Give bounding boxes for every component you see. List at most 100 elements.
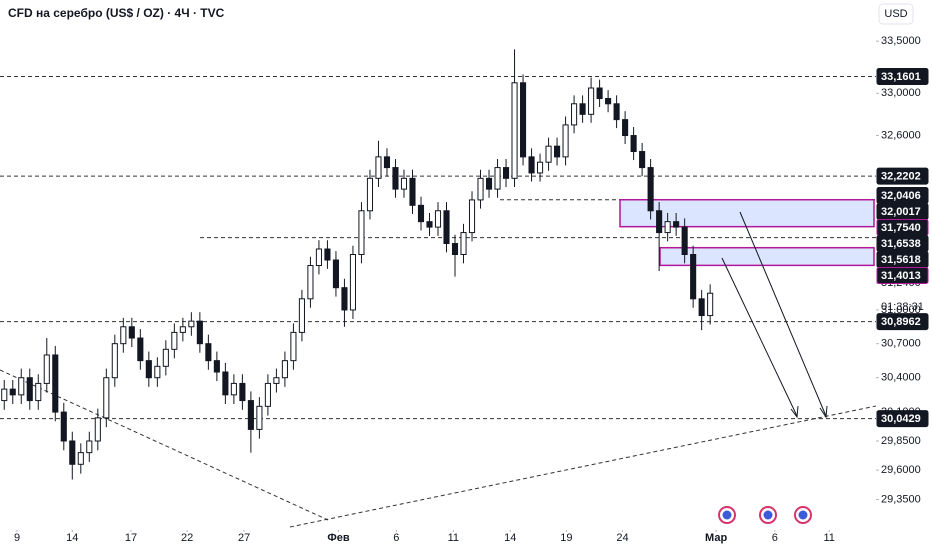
candle: [120, 317, 127, 353]
candle: [647, 159, 654, 220]
x-tick-label: Мар: [705, 532, 727, 544]
x-tick-label: 22: [181, 532, 193, 544]
candle-body: [656, 210, 663, 234]
x-tick-label: 14: [66, 532, 78, 544]
event-icons: [718, 506, 812, 524]
x-tick-label: 27: [238, 532, 250, 544]
candle: [154, 357, 161, 387]
candle: [630, 127, 637, 161]
candle-body: [571, 103, 578, 126]
x-tick-label: 14: [504, 532, 516, 544]
candle: [383, 148, 391, 177]
candle-body: [434, 210, 442, 228]
candle: [222, 362, 229, 405]
candle-body: [477, 177, 484, 201]
candle: [196, 312, 203, 353]
candle-body: [426, 221, 433, 228]
candle: [579, 95, 586, 123]
price-label-box: [876, 410, 929, 428]
candle: [26, 368, 33, 410]
candle: [400, 169, 408, 198]
price-axis: 33,500033,000032,600031,240031,000030,70…: [14, 35, 929, 544]
y-tick-label: 29,3500: [881, 493, 921, 505]
countdown: 01:38:31: [881, 301, 924, 313]
candle: [571, 95, 578, 134]
candle: [392, 159, 399, 198]
candle: [86, 431, 93, 462]
candle-body: [171, 331, 178, 350]
candle: [247, 391, 254, 453]
candle-body: [375, 156, 382, 179]
candle: [468, 191, 476, 242]
price-label: 32,0406: [881, 190, 921, 202]
price-label: 30,8962: [881, 316, 921, 328]
candle-body: [213, 360, 220, 373]
candle-body: [86, 440, 93, 454]
candle-body: [35, 382, 42, 402]
candle-body: [281, 360, 288, 379]
price-lines: [0, 75, 876, 420]
candle-body: [451, 243, 459, 256]
candle-body: [264, 382, 271, 407]
candle-body: [94, 417, 101, 442]
candle-body: [154, 365, 161, 379]
price-label: 33,1601: [881, 71, 921, 83]
candle-body: [111, 343, 118, 379]
candle-body: [256, 405, 263, 430]
candle: [239, 374, 246, 410]
candle-body: [545, 145, 552, 163]
candle: [111, 334, 118, 387]
currency: USD: [884, 8, 907, 20]
price-label: 32,0017: [881, 206, 921, 218]
candle: [451, 234, 459, 277]
candle-body: [26, 377, 33, 402]
candle: [341, 278, 348, 327]
candle-body: [103, 377, 110, 419]
y-tick-label: 33,0000: [881, 87, 921, 99]
candle-body: [613, 103, 620, 121]
price-label: 30,0429: [881, 413, 921, 425]
candle-body: [52, 354, 59, 413]
candle: [179, 317, 186, 342]
candle-body: [698, 298, 705, 317]
candle: [171, 323, 178, 359]
candle-body: [605, 98, 612, 105]
candle-body: [664, 221, 671, 234]
candle: [264, 374, 271, 416]
currency-button[interactable]: [878, 3, 914, 25]
candle: [256, 397, 263, 439]
candle-body: [579, 103, 586, 115]
candle-body: [468, 199, 476, 234]
zone: [659, 246, 875, 267]
zone: [619, 198, 875, 228]
candle-body: [358, 210, 365, 256]
candle: [332, 251, 339, 297]
candle-body: [673, 221, 680, 228]
x-tick-label: Фев: [327, 532, 350, 544]
price-label: 31,6538: [881, 238, 921, 250]
candle: [417, 196, 425, 231]
candle: [707, 284, 714, 325]
candle-body: [273, 377, 280, 384]
candle: [443, 202, 450, 253]
candle-body: [230, 382, 237, 396]
x-tick-label: 24: [616, 532, 628, 544]
candle-body: [1, 388, 8, 402]
price-label-box: [876, 67, 929, 85]
candle-body: [239, 382, 246, 402]
y-tick-label: 29,6000: [881, 464, 921, 476]
candle: [485, 169, 493, 198]
candle-body: [9, 388, 16, 396]
candle-body: [681, 226, 688, 256]
candle-body: [298, 298, 305, 333]
candle: [477, 169, 484, 209]
arrow-head: [790, 405, 799, 419]
candle-body: [554, 145, 561, 158]
y-tick-label: 29,8500: [881, 435, 921, 447]
candle: [273, 368, 280, 393]
candle-body: [622, 119, 629, 137]
candle-body: [137, 337, 144, 362]
arrow: [739, 211, 827, 417]
candle-body: [519, 82, 527, 158]
candle-body: [179, 326, 186, 333]
